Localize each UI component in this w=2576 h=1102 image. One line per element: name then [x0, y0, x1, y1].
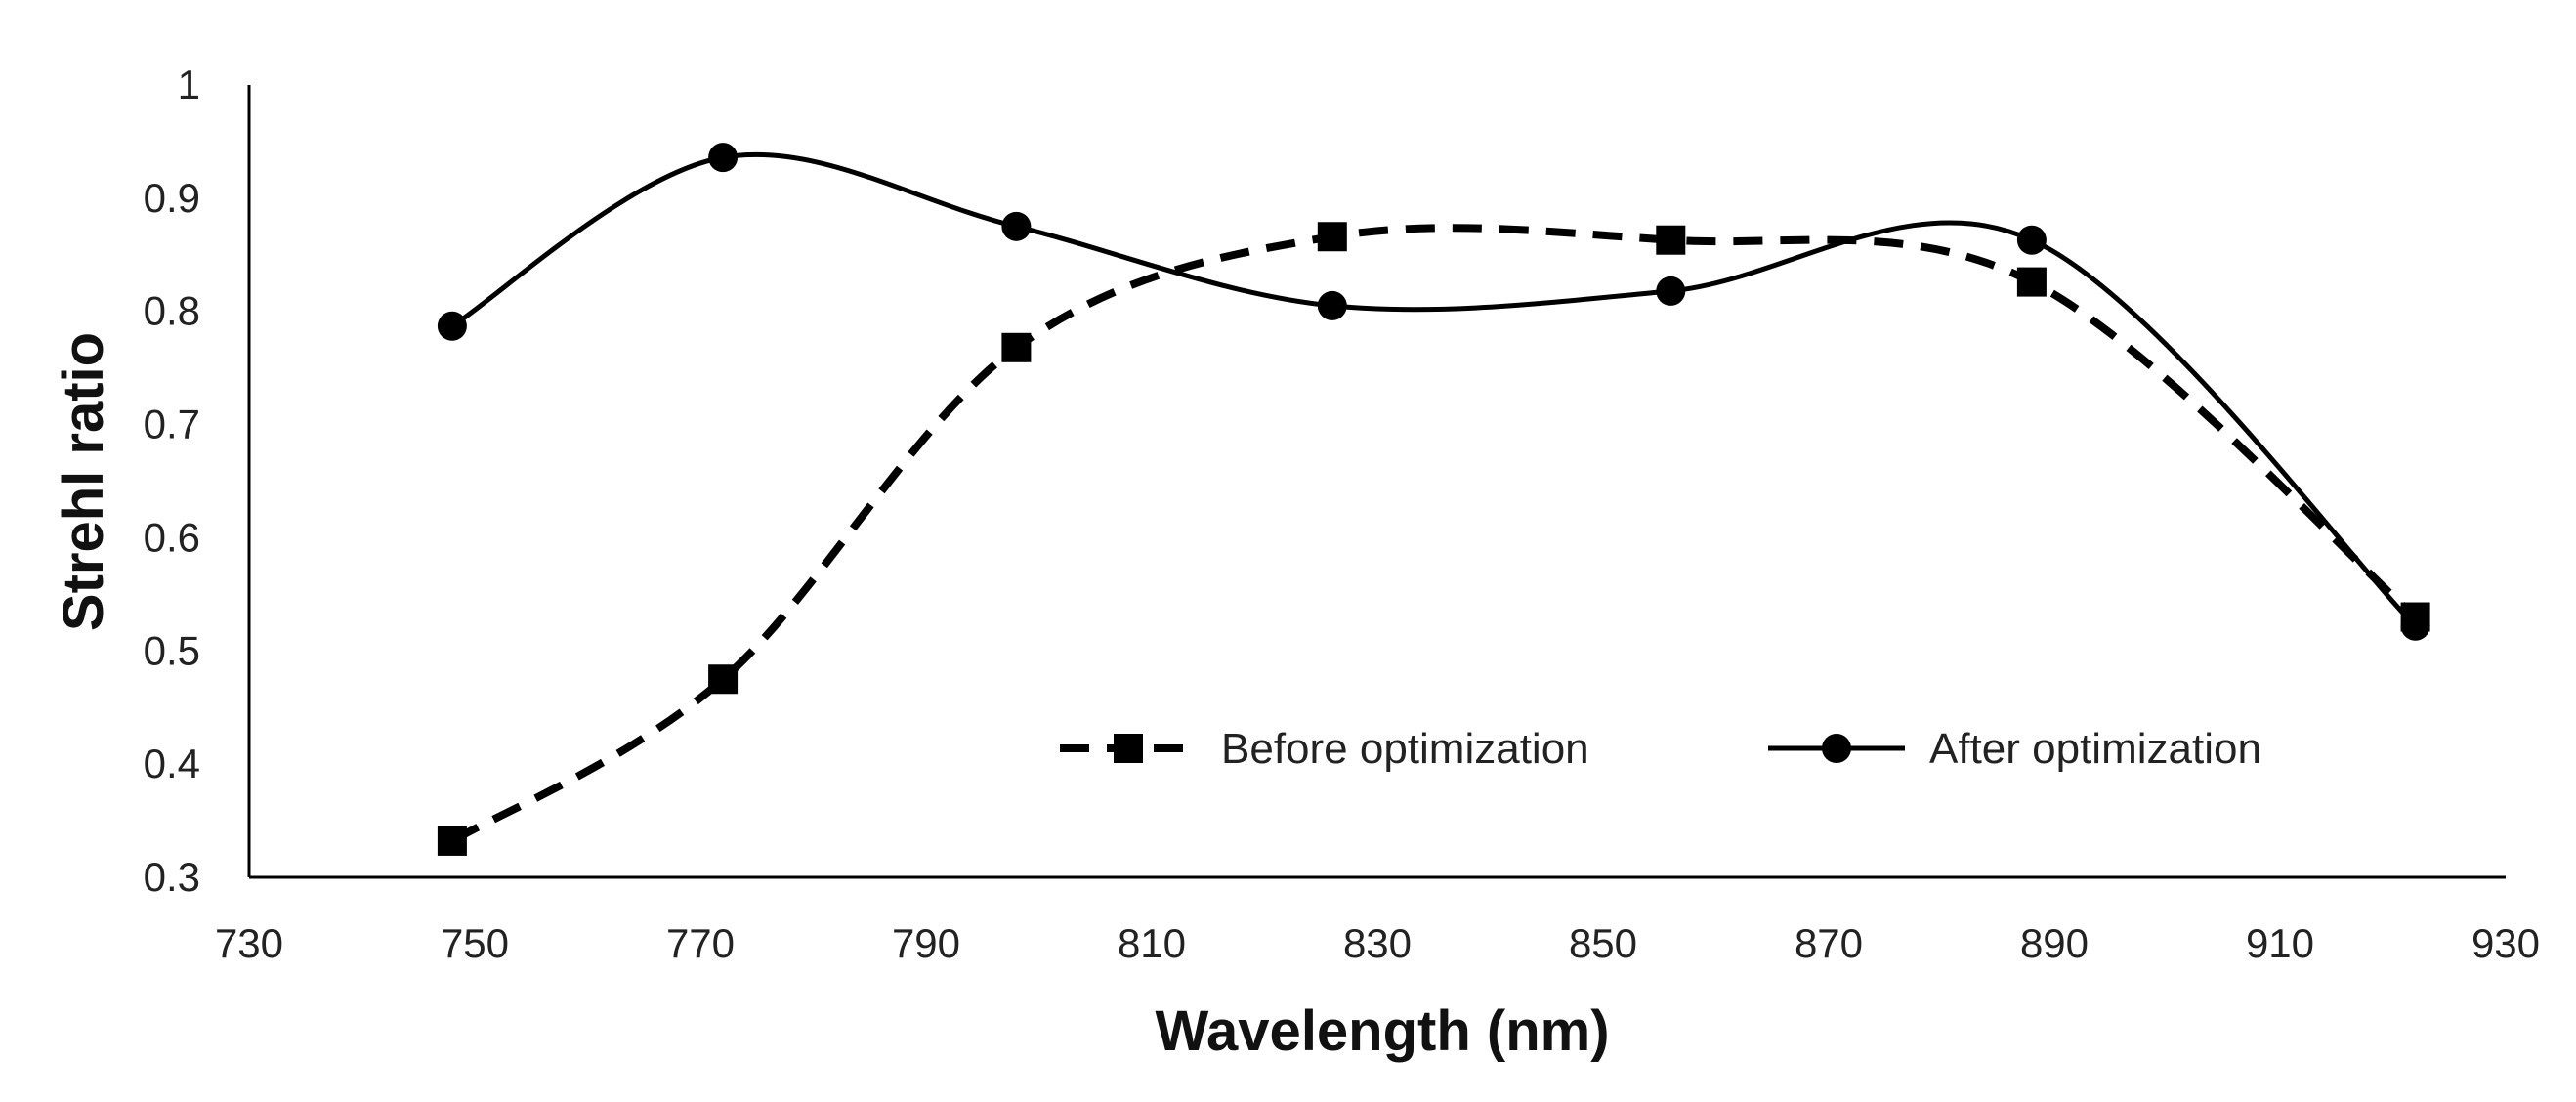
circle-marker	[1317, 290, 1347, 320]
x-tick-label: 930	[2471, 920, 2540, 966]
x-tick-label: 750	[441, 920, 509, 966]
legend: Before optimization After optimization	[1060, 725, 2261, 773]
square-marker	[437, 826, 467, 856]
square-marker	[1656, 225, 1686, 255]
circle-marker	[1001, 211, 1032, 241]
y-tick-label: 0.6	[144, 514, 200, 560]
circle-marker	[708, 143, 739, 173]
y-tick-label: 0.5	[144, 627, 200, 673]
series-before-optimization	[437, 222, 2430, 856]
x-tick-label: 870	[1795, 920, 1863, 966]
circle-marker	[2016, 225, 2047, 255]
y-tick-label: 0.7	[144, 402, 200, 447]
circle-marker	[437, 311, 467, 341]
y-tick-label: 0.9	[144, 175, 200, 221]
y-tick-label: 0.3	[144, 854, 200, 900]
legend-square-marker	[1114, 734, 1143, 763]
square-marker	[2016, 267, 2047, 297]
x-tick-labels: 730 750 770 790 810 830 850 870 890 910 930	[215, 920, 2540, 966]
y-tick-labels: 0.3 0.4 0.5 0.6 0.7 0.8 0.9 1	[144, 62, 200, 900]
square-marker	[1001, 332, 1032, 362]
legend-circle-marker	[1822, 734, 1851, 763]
series-after-optimization	[437, 143, 2430, 641]
x-tick-label: 910	[2246, 920, 2314, 966]
y-tick-label: 0.4	[144, 741, 200, 786]
circle-marker	[2400, 611, 2430, 641]
circle-marker	[1656, 276, 1686, 306]
x-tick-label: 850	[1569, 920, 1637, 966]
square-marker	[1317, 222, 1347, 252]
legend-label: After optimization	[1929, 725, 2261, 773]
y-tick-label: 1	[178, 62, 200, 107]
x-tick-label: 890	[2020, 920, 2089, 966]
x-tick-label: 810	[1118, 920, 1186, 966]
axes	[247, 85, 2506, 879]
x-tick-label: 730	[215, 920, 283, 966]
legend-label: Before optimization	[1221, 725, 1589, 773]
legend-item: Before optimization	[1060, 725, 1589, 773]
y-tick-label: 0.8	[144, 288, 200, 334]
series-layer	[437, 143, 2430, 856]
x-axis-title: Wavelength (nm)	[1155, 999, 1609, 1063]
x-tick-label: 830	[1343, 920, 1412, 966]
x-tick-label: 770	[666, 920, 735, 966]
x-tick-label: 790	[892, 920, 960, 966]
legend-item: After optimization	[1768, 725, 2261, 773]
y-axis-title: Strehl ratio	[52, 332, 115, 631]
square-marker	[708, 664, 739, 695]
